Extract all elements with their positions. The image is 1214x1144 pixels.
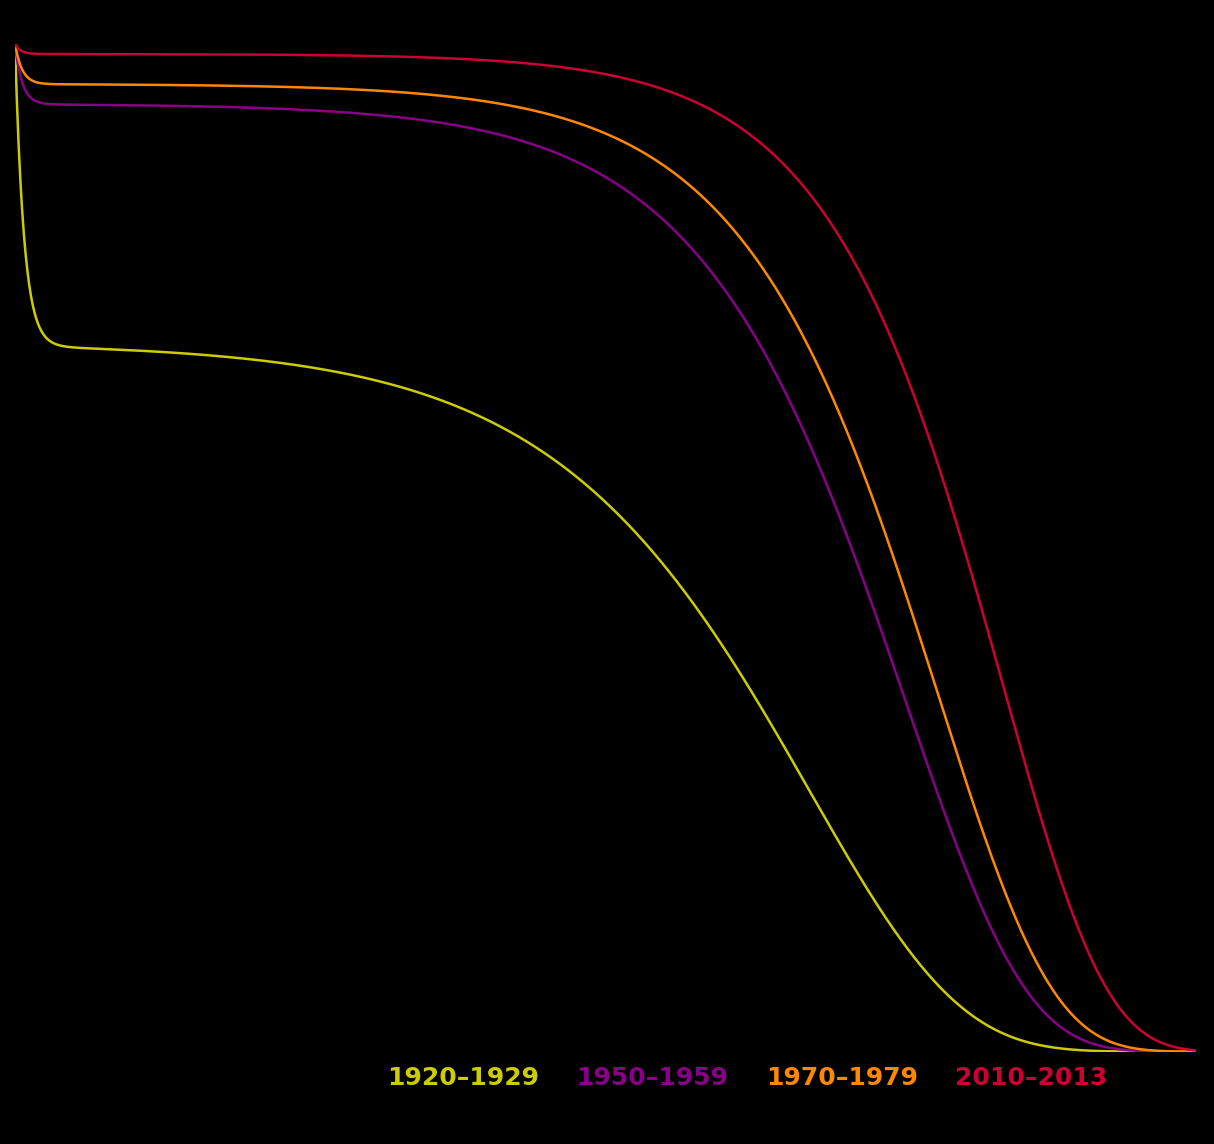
1970–1979 [937, 709, 952, 723]
1920–1929 [582, 480, 596, 494]
Line: 1920–1929: 1920–1929 [15, 43, 1196, 1051]
1920–1929 [1189, 1044, 1203, 1058]
Line: 1970–1979: 1970–1979 [15, 43, 1196, 1051]
2010–2013 [582, 64, 596, 78]
1970–1979 [1189, 1044, 1203, 1058]
1970–1979 [582, 120, 596, 134]
1950–1959 [582, 161, 596, 175]
1970–1979 [1155, 1044, 1169, 1058]
2010–2013 [1155, 1036, 1169, 1050]
1950–1959 [7, 37, 22, 50]
1950–1959 [1189, 1044, 1203, 1058]
1920–1929 [68, 341, 83, 355]
1970–1979 [551, 110, 566, 124]
1970–1979 [1155, 1044, 1169, 1058]
2010–2013 [1155, 1035, 1169, 1049]
2010–2013 [551, 59, 566, 73]
2010–2013 [1189, 1043, 1203, 1057]
1920–1929 [551, 455, 566, 469]
2010–2013 [937, 479, 952, 493]
1970–1979 [68, 78, 83, 92]
1920–1929 [7, 37, 22, 50]
Legend: 1920–1929, 1950–1959, 1970–1979, 2010–2013: 1920–1929, 1950–1959, 1970–1979, 2010–20… [387, 1065, 1107, 1089]
1920–1929 [1155, 1044, 1169, 1058]
1950–1959 [68, 98, 83, 112]
1920–1929 [1155, 1044, 1169, 1058]
Line: 1950–1959: 1950–1959 [15, 43, 1196, 1051]
1950–1959 [551, 146, 566, 160]
1970–1979 [7, 37, 22, 50]
Line: 2010–2013: 2010–2013 [15, 43, 1196, 1050]
2010–2013 [7, 37, 22, 50]
Title: France cohort survival curves for notional 100'000 population: France cohort survival curves for notion… [266, 15, 944, 34]
2010–2013 [68, 47, 83, 61]
1920–1929 [937, 985, 952, 999]
1950–1959 [1155, 1044, 1169, 1058]
1950–1959 [937, 808, 952, 821]
1950–1959 [1155, 1044, 1169, 1058]
